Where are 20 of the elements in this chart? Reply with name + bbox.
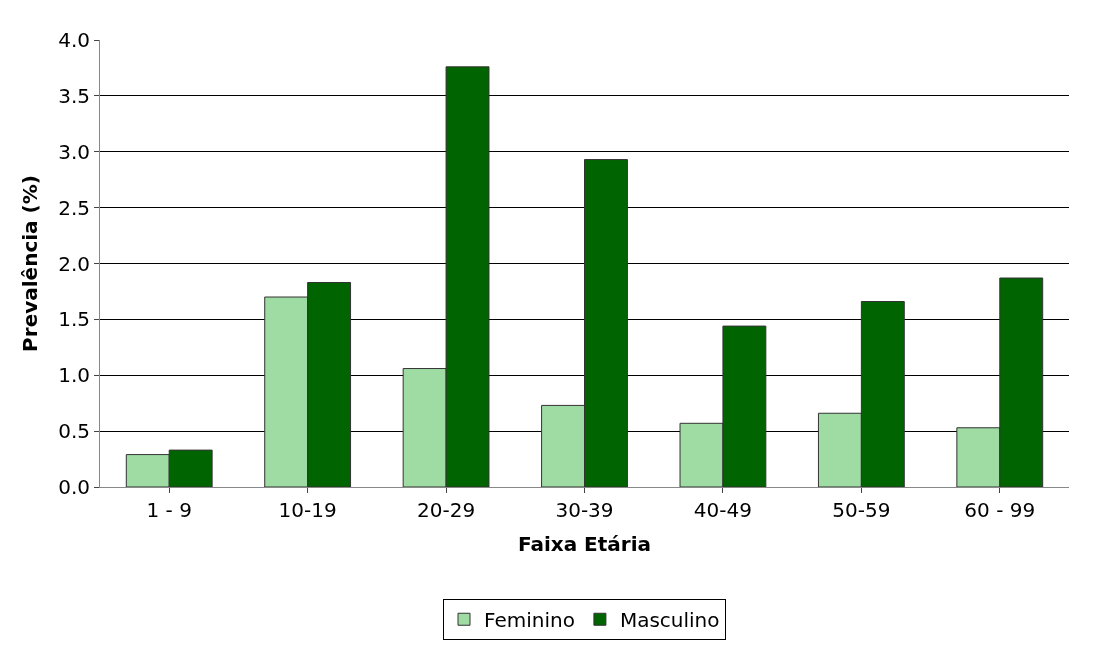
y-tick-label: 3.5 [58,83,90,108]
y-tick-label: 2.5 [58,195,90,220]
y-tick-label: 3.0 [58,139,90,164]
x-axis-title: Faixa Etária [517,531,652,556]
x-tick-label: 30-39 [555,498,614,522]
x-tick-label: 50-59 [832,498,891,522]
y-tick-label: 2.0 [58,251,90,276]
y-tick-label: 4.0 [58,28,90,52]
x-tick-label: 40-49 [693,498,752,522]
y-tick-label: 0.5 [58,419,90,444]
y-tick-label: 1.5 [58,307,90,332]
y-tick-label: 0.0 [58,475,90,499]
x-tick-label: 60 - 99 [964,498,1036,522]
x-tick-label: 10-19 [278,498,337,522]
legend-label: Feminino [484,608,575,633]
x-tick-label: 1 - 9 [146,498,192,522]
x-tick-label: 20-29 [417,498,476,522]
legend-label: Masculino [619,608,720,633]
y-axis-title: Prevalência (%) [17,175,42,352]
y-tick-label: 1.0 [58,363,90,388]
